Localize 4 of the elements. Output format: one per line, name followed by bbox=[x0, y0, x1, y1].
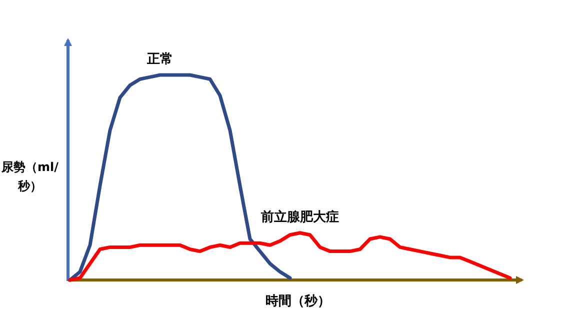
series-label: 正常 bbox=[146, 52, 173, 67]
series-label: 前立腺肥大症 bbox=[260, 208, 339, 225]
x-axis-title: 時間（秒） bbox=[266, 294, 330, 309]
y-axis-title: 尿勢（ml/秒） bbox=[0, 159, 60, 195]
